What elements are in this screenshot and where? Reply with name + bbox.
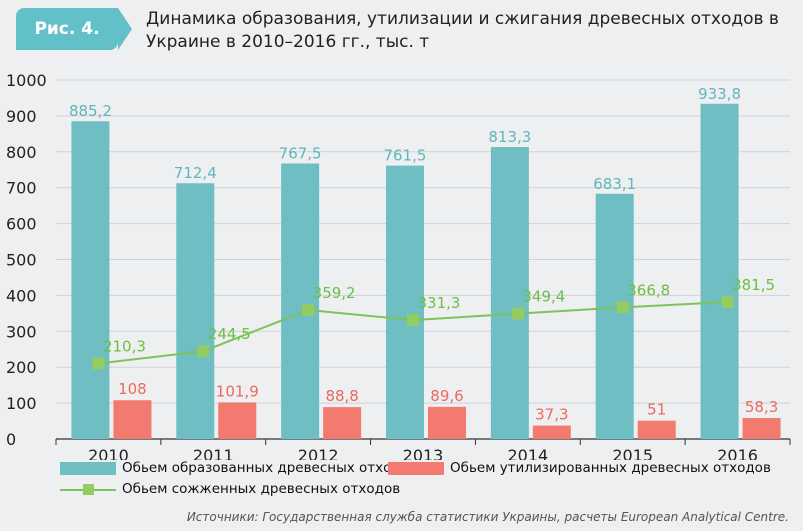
bar-utilized	[428, 406, 466, 439]
point-burned	[511, 307, 524, 320]
bar-formed	[700, 103, 739, 439]
legend-swatch-utilized	[388, 461, 444, 475]
bar-formed	[490, 147, 529, 439]
y-tick-label: 0	[6, 430, 16, 449]
y-tick-label: 300	[6, 322, 37, 341]
y-tick-label: 800	[6, 143, 37, 162]
data-label-utilized: 37,3	[535, 406, 568, 424]
y-tick-label: 500	[6, 251, 37, 270]
data-label-formed: 933,8	[698, 85, 741, 103]
data-label-burned: 366,8	[627, 281, 670, 299]
data-label-burned: 331,3	[418, 294, 461, 312]
y-tick-label: 900	[6, 107, 37, 126]
data-label-utilized: 101,9	[216, 382, 259, 400]
data-label-formed: 761,5	[384, 147, 427, 165]
legend-item-burned: Обьем сожженных древесных отходов	[60, 481, 400, 497]
x-tick-label: 2015	[612, 446, 653, 460]
bar-formed	[71, 121, 110, 439]
point-burned	[407, 314, 419, 327]
data-label-burned: 359,2	[313, 284, 356, 302]
legend-label-utilized: Обьем утилизированных древесных отходов	[450, 460, 771, 476]
x-tick-label: 2012	[298, 446, 339, 460]
legend-swatch-burned	[60, 483, 116, 496]
legend-item-utilized: Обьем утилизированных древесных отходов	[388, 460, 771, 476]
data-label-formed: 767,5	[279, 144, 322, 162]
bar-utilized	[742, 418, 781, 439]
bar-formed	[386, 165, 424, 439]
legend-swatch-formed	[60, 461, 116, 475]
data-label-formed: 813,3	[488, 128, 531, 146]
point-burned	[92, 357, 105, 370]
y-tick-label: 200	[6, 358, 37, 377]
bar-utilized	[532, 425, 571, 439]
point-burned	[197, 345, 210, 358]
y-tick-label: 700	[6, 179, 37, 198]
bar-formed	[176, 183, 215, 439]
bar-formed	[281, 163, 320, 439]
point-burned	[302, 304, 315, 317]
data-label-utilized: 89,6	[430, 387, 463, 405]
data-label-burned: 244,5	[208, 325, 251, 343]
chart-title: Динамика образования, утилизации и сжига…	[146, 9, 779, 52]
bar-utilized	[113, 400, 152, 439]
legend-label-formed: Обьем образованных древесных отходов	[122, 460, 417, 476]
bar-utilized	[323, 407, 362, 439]
bar-utilized	[218, 402, 257, 439]
chart: 0 100 200 300 400 500 600 700 800 900 1000 885,2 108…	[6, 71, 791, 460]
x-tick-label: 2011	[193, 446, 234, 460]
data-label-utilized: 58,3	[745, 398, 778, 416]
figure-badge-arrow	[118, 8, 132, 50]
data-label-utilized: 88,8	[325, 387, 358, 405]
bar-utilized	[637, 420, 676, 439]
legend-label-burned: Обьем сожженных древесных отходов	[122, 481, 401, 497]
data-label-formed: 712,4	[174, 164, 217, 182]
y-tick-label: 1000	[6, 71, 47, 90]
point-burned	[616, 301, 629, 314]
x-tick-label: 2014	[507, 446, 548, 460]
x-tick-label: 2010	[88, 446, 129, 460]
x-tick-label: 2013	[403, 446, 444, 460]
data-label-utilized: 108	[118, 380, 147, 398]
y-tick-label: 100	[6, 394, 37, 413]
x-tick-label: 2016	[717, 446, 758, 460]
bar-formed	[595, 193, 634, 439]
data-label-burned: 381,5	[732, 276, 775, 294]
data-label-formed: 683,1	[593, 175, 636, 193]
data-label-burned: 349,4	[522, 288, 565, 306]
data-label-burned: 210,3	[103, 338, 146, 356]
point-burned	[721, 296, 734, 309]
y-tick-label: 600	[6, 215, 37, 234]
data-label-utilized: 51	[647, 401, 666, 419]
y-tick-label: 400	[6, 286, 37, 305]
figure-badge: Рис. 4.	[16, 8, 118, 50]
data-label-formed: 885,2	[69, 102, 112, 120]
source-note: Источники: Государственная служба статис…	[186, 510, 789, 524]
chart-header: Рис. 4. Динамика образования, утилизации…	[0, 0, 803, 64]
legend-item-formed: Обьем образованных древесных отходов	[60, 460, 417, 476]
